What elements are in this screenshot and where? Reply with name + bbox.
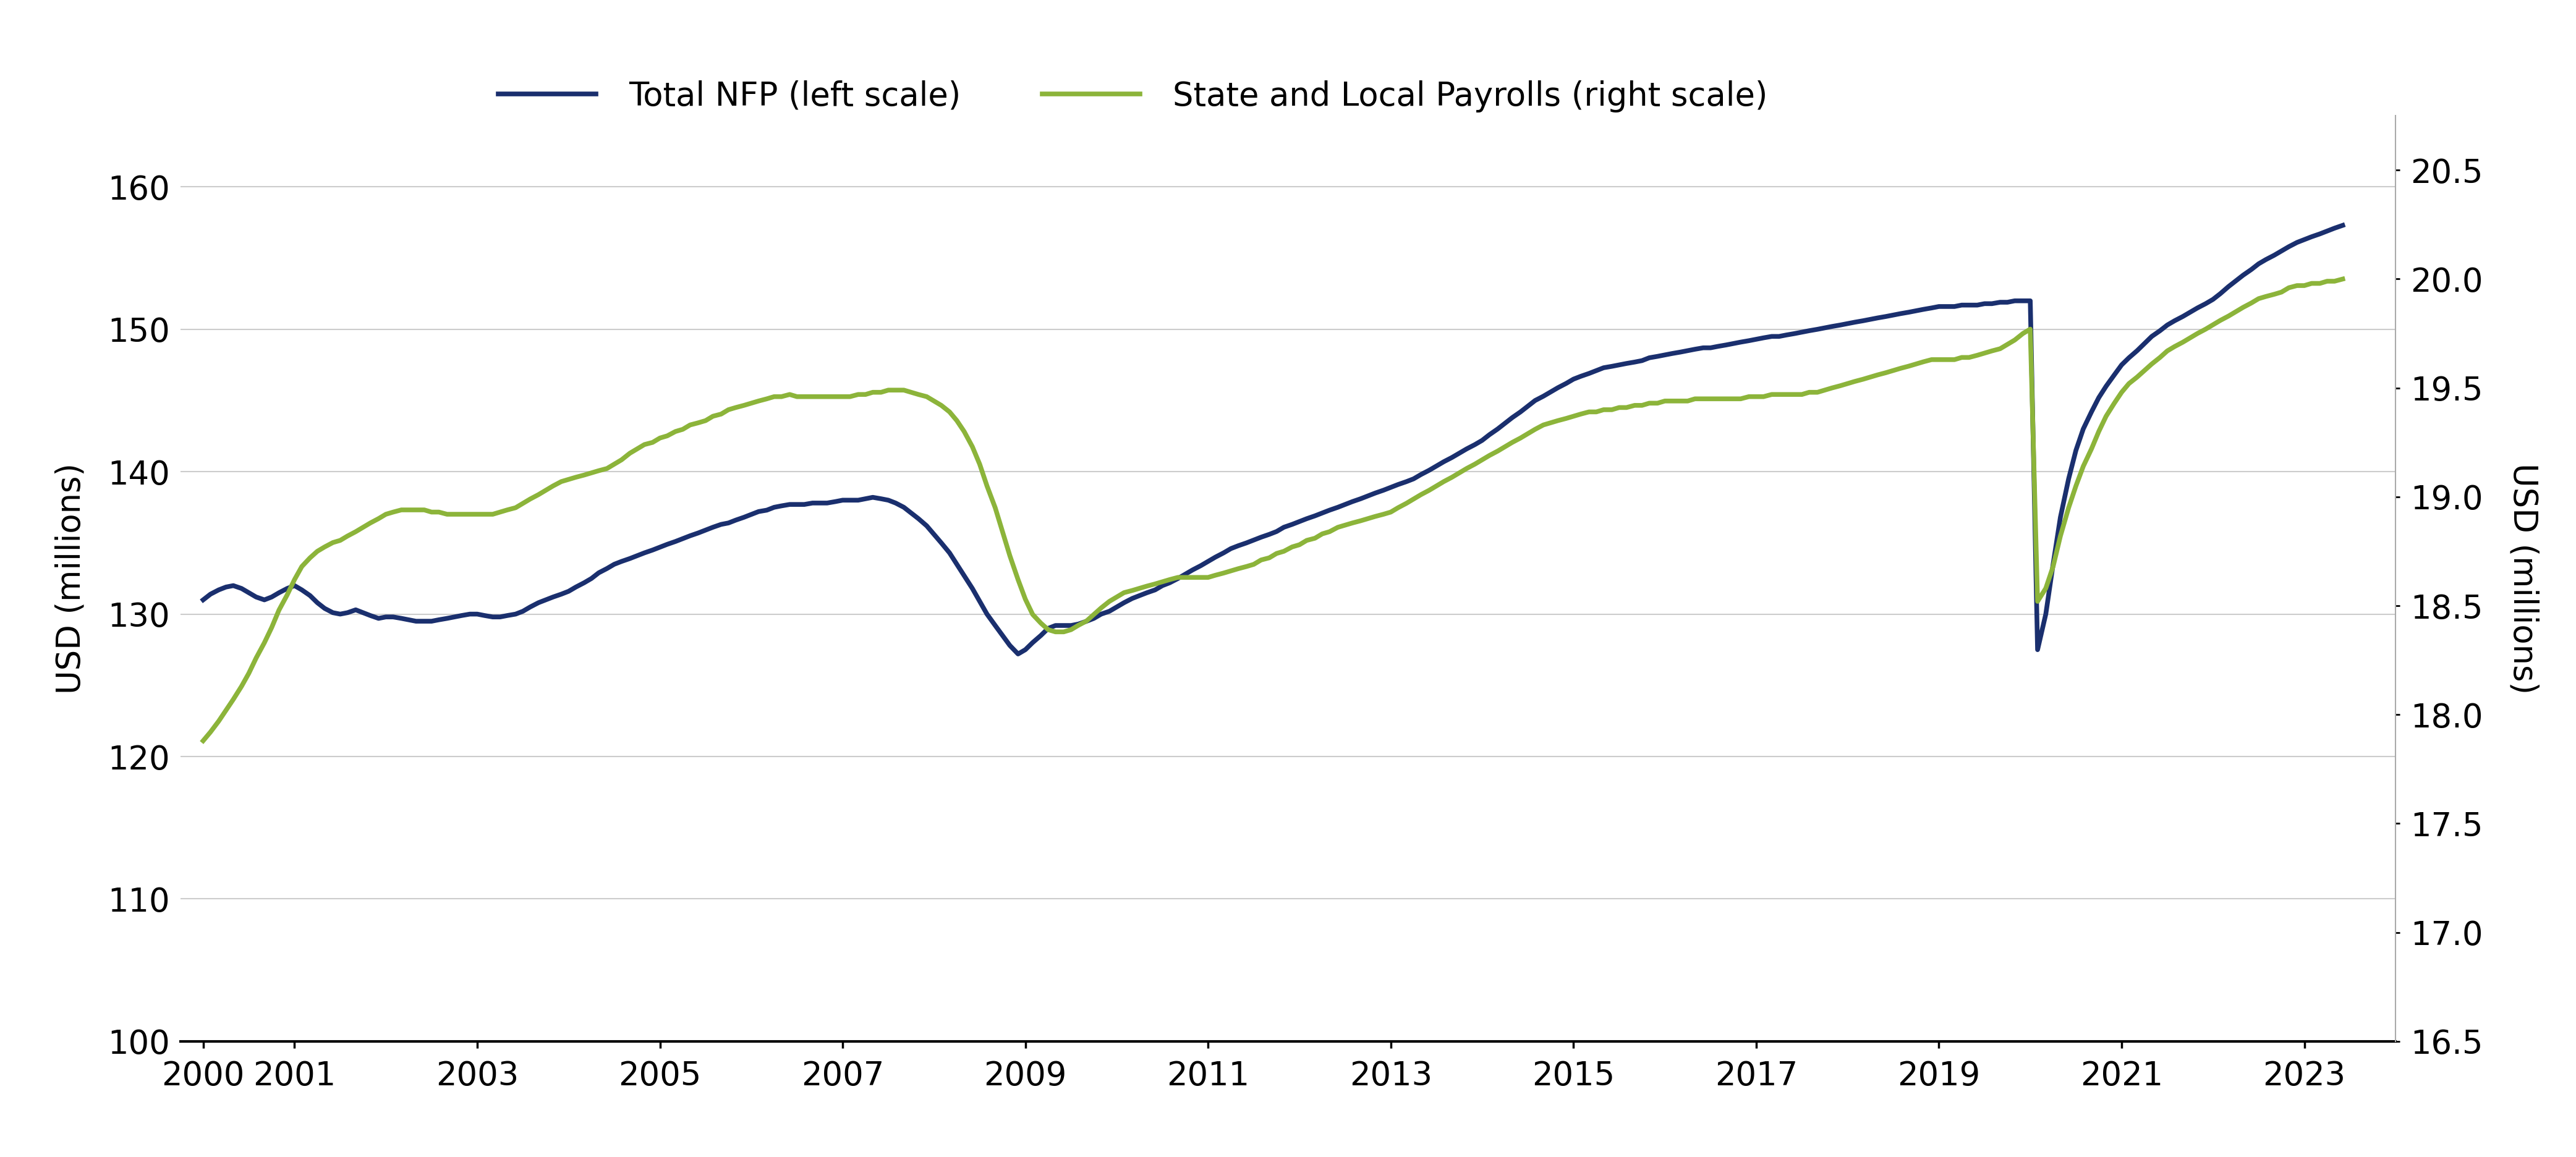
Legend: Total NFP (left scale), State and Local Payrolls (right scale): Total NFP (left scale), State and Local … [484,67,1780,125]
Y-axis label: USD (millions): USD (millions) [2506,463,2540,694]
Y-axis label: USD (millions): USD (millions) [54,463,88,694]
